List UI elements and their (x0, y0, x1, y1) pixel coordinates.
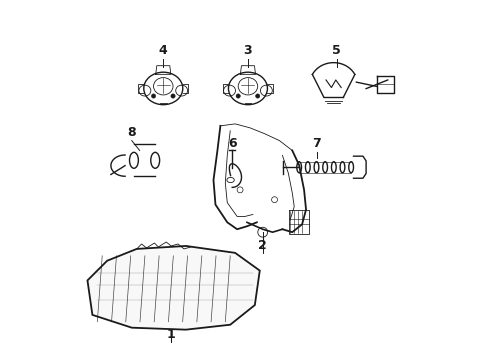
Text: 5: 5 (332, 44, 341, 57)
Text: 7: 7 (313, 138, 321, 150)
Text: 6: 6 (228, 138, 237, 150)
Text: 4: 4 (159, 44, 168, 57)
Circle shape (255, 94, 260, 98)
Circle shape (236, 94, 241, 98)
Text: 3: 3 (244, 44, 252, 57)
Polygon shape (88, 246, 260, 330)
Circle shape (151, 94, 156, 98)
Circle shape (171, 94, 175, 98)
Text: 2: 2 (258, 239, 267, 252)
Text: 8: 8 (127, 126, 136, 139)
Text: 1: 1 (167, 328, 175, 342)
